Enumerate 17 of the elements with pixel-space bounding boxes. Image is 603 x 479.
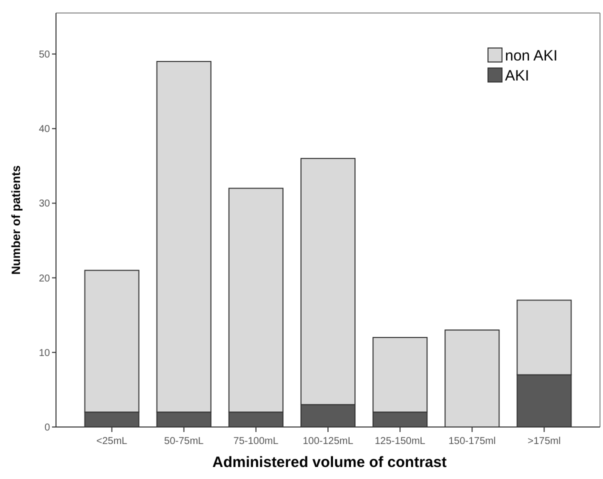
x-tick-label: 150-175ml <box>448 436 496 447</box>
y-tick-label: 20 <box>38 273 50 284</box>
y-axis-title: Number of patients <box>9 165 23 275</box>
legend-label: non AKI <box>505 47 558 64</box>
y-tick-label: 0 <box>44 422 50 434</box>
y-tick-label: 40 <box>38 124 50 136</box>
y-tick-label: 10 <box>38 348 50 359</box>
x-tick-label: 125-150mL <box>374 436 426 447</box>
x-tick-label: >175ml <box>528 436 561 447</box>
x-tick-label: <25mL <box>96 436 128 447</box>
y-tick-label: 50 <box>38 50 50 61</box>
x-tick-label: 75-100mL <box>233 436 279 447</box>
y-tick-label: 30 <box>38 198 50 210</box>
legend-label: AKI <box>505 67 530 84</box>
x-tick-label: 100-125mL <box>302 436 354 447</box>
x-tick-label: 50-75mL <box>164 436 204 447</box>
x-axis-title: Administered volume of contrast <box>212 454 447 471</box>
